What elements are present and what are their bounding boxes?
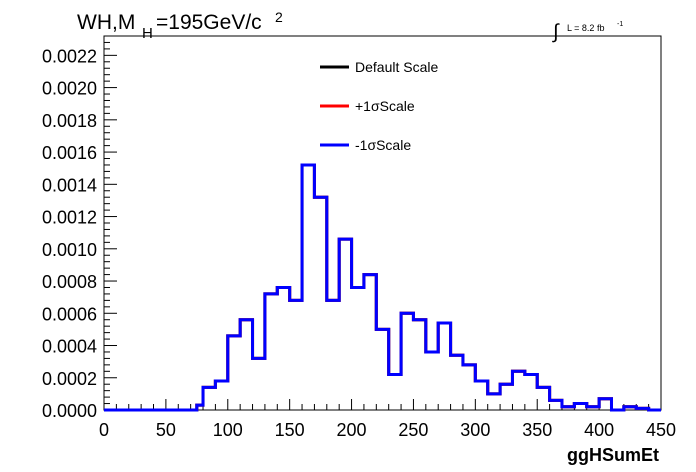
y-axis: 0.0000 0.0002 0.0004 0.0006 0.0008 0.0010 0.00…	[42, 35, 117, 421]
plot-frame	[103, 35, 662, 411]
x-tick-label: 400	[584, 420, 614, 440]
x-tick-label: 100	[213, 420, 243, 440]
y-tick-label: 0.0010	[42, 240, 97, 260]
legend: Default Scale +1σScale -1σScale	[320, 59, 438, 153]
x-tick-label: 200	[337, 420, 367, 440]
y-tick-label: 0.0018	[42, 111, 97, 131]
luminosity-label: ∫ L = 8.2 fb -1	[552, 21, 623, 43]
series-line-3	[104, 163, 661, 412]
x-tick-label: 50	[156, 420, 176, 440]
legend-label-2: +1σScale	[355, 98, 415, 114]
x-tick-label: 350	[522, 420, 552, 440]
luminosity-superscript: -1	[617, 21, 623, 28]
legend-label-1: Default Scale	[355, 59, 438, 75]
y-tick-label: 0.0006	[42, 304, 97, 324]
title-main: WH,M	[77, 11, 135, 34]
title-subscript: H	[142, 25, 153, 42]
x-axis: 0 50 100 150 200 250 300 350 400 450	[99, 399, 676, 440]
y-tick-label: 0.0008	[42, 272, 97, 292]
y-tick-label: 0.0022	[42, 46, 97, 66]
integral-sign: ∫	[552, 21, 560, 43]
y-tick-label: 0.0014	[42, 175, 97, 195]
y-tick-label: 0.0012	[42, 208, 97, 228]
y-tick-label: 0.0020	[42, 79, 97, 99]
series-line-2	[104, 163, 661, 412]
y-tick-label: 0.0004	[42, 337, 97, 357]
y-tick-label: 0.0002	[42, 369, 97, 389]
y-tick-label: 0.0000	[42, 401, 97, 421]
x-tick-label: 0	[99, 420, 109, 440]
x-tick-label: 450	[646, 420, 676, 440]
series-layer	[104, 163, 661, 412]
x-tick-label: 250	[398, 420, 428, 440]
y-tick-label: 0.0016	[42, 143, 97, 163]
x-axis-label: ggHSumEt	[567, 445, 659, 465]
legend-label-3: -1σScale	[355, 137, 411, 153]
series-line-1	[104, 163, 661, 412]
luminosity-text: L = 8.2 fb	[567, 23, 604, 33]
title-rest: =195GeV/c	[156, 11, 262, 34]
x-tick-label: 300	[460, 420, 490, 440]
title-superscript: 2	[275, 9, 283, 25]
x-tick-label: 150	[275, 420, 305, 440]
chart-title: WH,M H =195GeV/c 2	[77, 9, 283, 42]
